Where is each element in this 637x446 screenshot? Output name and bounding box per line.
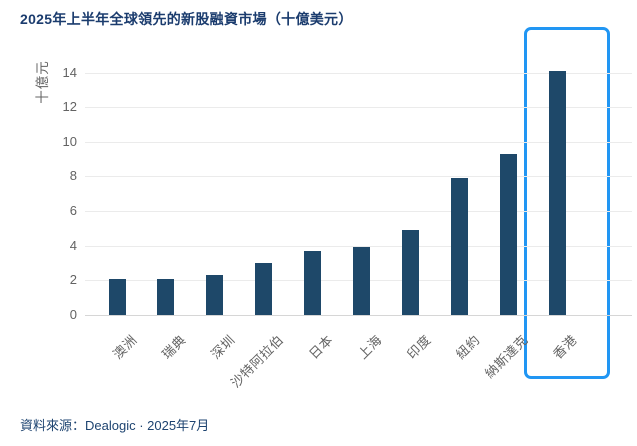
gridline (85, 245, 632, 247)
x-tick-label: 瑞典 (158, 332, 189, 362)
y-tick-label: 8 (69, 168, 77, 184)
gridline (85, 141, 632, 143)
x-tick-label: 澳洲 (110, 332, 140, 362)
x-tick-label: 上海 (354, 332, 385, 362)
bar-印度 (402, 230, 420, 315)
y-tick-label: 6 (69, 203, 77, 219)
gridline (85, 107, 632, 109)
bar-納斯達克 (499, 153, 517, 315)
x-tick-label: 印度 (403, 332, 434, 362)
bar-瑞典 (157, 278, 175, 315)
bar-日本 (304, 250, 322, 315)
bar-澳洲 (108, 278, 126, 315)
y-tick-label: 0 (69, 307, 77, 322)
gridline (85, 72, 632, 74)
bar-紐約 (451, 178, 468, 315)
gridline (85, 211, 632, 213)
gridline (85, 176, 632, 178)
bar-深圳 (206, 275, 224, 315)
bar-香港 (548, 70, 566, 315)
bar-上海 (353, 247, 371, 315)
x-tick-label: 沙特阿拉伯 (228, 332, 287, 391)
x-tick-label: 深圳 (207, 332, 238, 362)
highlight-box (524, 27, 610, 379)
bar-沙特阿拉伯 (255, 263, 273, 315)
y-tick-label: 14 (62, 64, 77, 80)
y-tick-label: 12 (62, 99, 77, 115)
y-tick-label: 10 (62, 133, 77, 149)
y-tick-label: 4 (69, 237, 77, 253)
x-tick-label: 日本 (305, 332, 336, 362)
x-tick-label: 紐約 (452, 332, 483, 362)
chart-title: 2025年上半年全球領先的新股融資市場（十億美元） (20, 11, 353, 27)
source-note: 資料來源：Dealogic · 2025年7月 (20, 418, 210, 433)
y-tick-label: 2 (69, 272, 77, 288)
x-axis-baseline (85, 315, 632, 316)
